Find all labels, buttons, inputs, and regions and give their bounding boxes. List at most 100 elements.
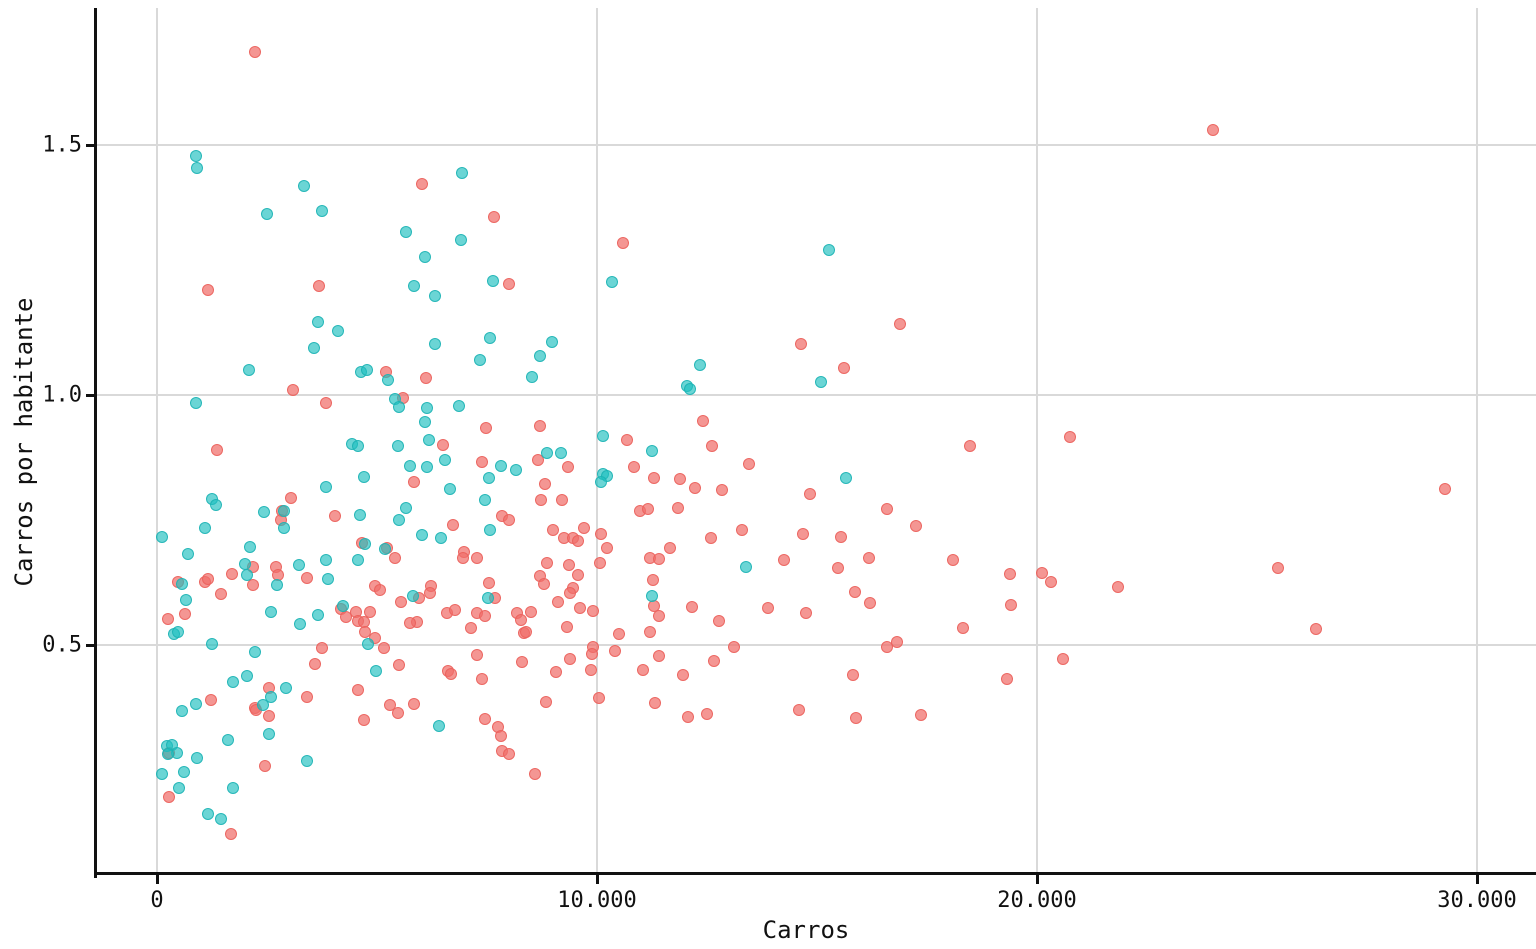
x-gridline [1476,8,1478,873]
data-point-salmon [1112,581,1125,593]
data-point-teal [433,720,446,732]
data-point-salmon [494,730,507,742]
data-point-salmon [516,656,529,668]
y-gridline [97,394,1536,396]
data-point-salmon [577,522,590,534]
data-point-teal [320,554,333,566]
data-point-salmon [1004,568,1017,580]
data-point-teal [209,499,222,511]
y-axis-line [94,8,97,878]
data-point-salmon [893,318,906,330]
data-point-teal [423,434,436,446]
data-point-salmon [391,707,404,719]
x-tick-mark [1476,875,1479,884]
data-point-teal [541,447,554,459]
data-point-teal [262,728,275,740]
x-tick-mark [1036,875,1039,884]
data-point-salmon [793,704,806,716]
data-point-teal [257,699,270,711]
data-point-salmon [377,642,390,654]
data-point-teal [352,554,365,566]
data-point-salmon [456,552,469,564]
data-point-salmon [1064,431,1076,443]
data-point-teal [393,401,406,413]
data-point-salmon [653,650,666,662]
data-point-salmon [688,482,701,494]
y-tick-label: 1.0 [42,382,82,408]
data-point-teal [683,383,696,395]
data-point-teal [693,359,706,371]
data-point-salmon [946,554,959,566]
data-point-salmon [621,434,634,446]
data-point-salmon [226,568,239,580]
data-point-teal [359,538,372,550]
data-point-teal [486,275,499,287]
data-point-salmon [447,519,460,531]
data-point-salmon [363,606,376,618]
data-point-teal [482,472,495,484]
data-point-teal [277,522,290,534]
data-point-salmon [957,622,970,634]
data-point-teal [455,167,468,179]
data-point-salmon [316,642,329,654]
data-point-teal [509,464,522,476]
data-point-teal [189,397,202,409]
data-point-salmon [204,694,217,706]
data-point-teal [381,374,394,386]
data-point-teal [277,505,290,517]
data-point-teal [646,445,658,457]
data-point-salmon [286,384,299,396]
data-point-salmon [407,698,420,710]
data-point-salmon [628,461,641,473]
data-point-salmon [482,577,495,589]
data-point-teal [155,531,168,543]
data-point-teal [494,460,507,472]
data-point-teal [241,670,254,682]
data-point-teal [416,529,429,541]
data-point-teal [205,638,218,650]
data-point-salmon [407,476,420,488]
data-point-teal [162,748,174,760]
data-point-teal [483,332,496,344]
data-point-salmon [777,554,790,566]
data-point-salmon [862,552,875,564]
y-tick-mark [86,144,95,147]
y-gridline [97,144,1536,146]
data-point-salmon [300,691,313,703]
data-point-salmon [547,524,559,536]
data-point-salmon [797,528,810,540]
data-point-teal [360,364,373,376]
data-point-salmon [708,655,721,667]
data-point-salmon [1438,483,1451,495]
data-point-salmon [550,666,563,678]
data-point-teal [352,440,365,452]
data-point-teal [473,354,486,366]
data-point-teal [155,768,168,780]
data-point-teal [319,481,332,493]
data-point-salmon [308,658,321,670]
data-point-teal [429,338,442,350]
data-point-salmon [478,713,491,725]
data-point-salmon [743,458,756,470]
data-point-teal [242,364,255,376]
data-point-salmon [202,284,215,296]
data-point-teal [191,752,204,764]
data-point-teal [392,514,405,526]
data-point-teal [357,471,370,483]
data-point-salmon [258,760,271,772]
data-point-teal [369,665,382,677]
data-point-salmon [262,710,275,722]
data-point-salmon [835,531,848,543]
data-point-salmon [503,514,516,526]
data-point-salmon [555,494,568,506]
data-point-salmon [847,669,860,681]
data-point-salmon [416,178,429,190]
data-point-salmon [600,542,613,554]
data-point-salmon [162,613,174,625]
data-point-salmon [538,578,551,590]
data-point-salmon [761,602,774,614]
data-point-salmon [664,542,677,554]
x-tick-mark [596,875,599,884]
data-point-salmon [890,636,903,648]
